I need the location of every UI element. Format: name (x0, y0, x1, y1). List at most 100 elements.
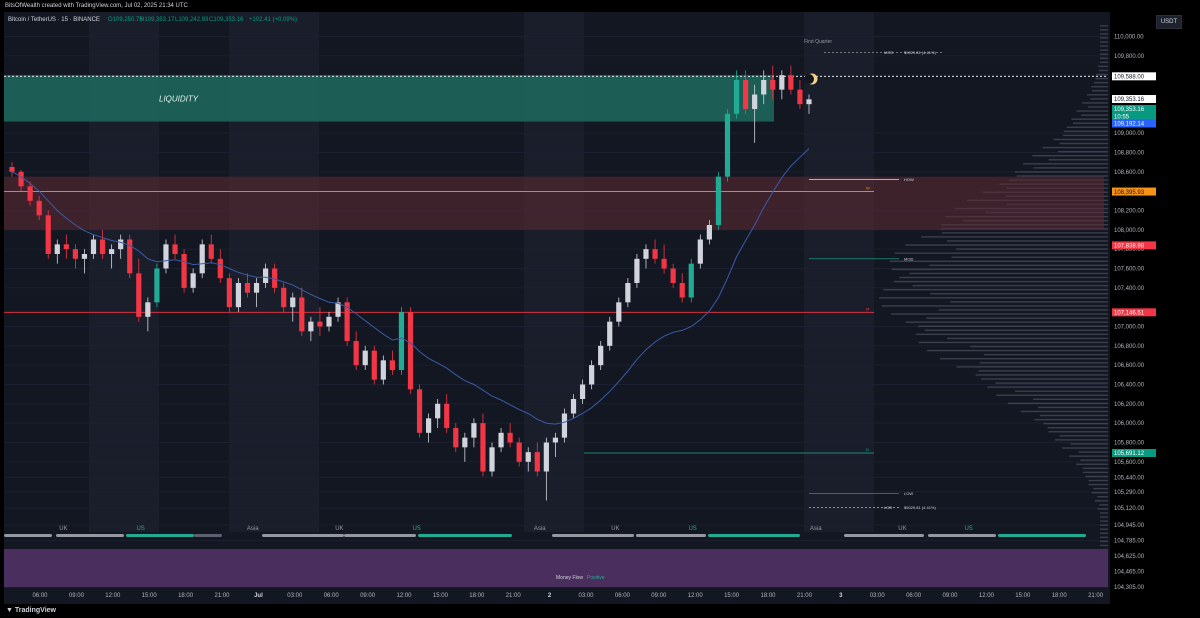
x-tick-label: 09:00 (651, 593, 667, 599)
price-badge (1112, 95, 1156, 104)
x-tick-label: 21:00 (1088, 593, 1104, 599)
candle-body (489, 447, 495, 472)
currency-button[interactable]: USDT (1156, 15, 1182, 29)
volume-profile-bar (1082, 471, 1108, 474)
volume-profile-bar (1066, 126, 1108, 128)
money-flow-value: Positive (587, 575, 605, 581)
candle (598, 340, 604, 370)
candle (54, 239, 60, 264)
candle-body (398, 311, 405, 370)
candle-body (679, 282, 685, 298)
volume-profile-bar (905, 244, 1108, 246)
volume-profile-bar (1100, 45, 1108, 47)
volume-profile-bar (1048, 431, 1108, 433)
candle (779, 70, 785, 100)
x-tick-label: 06:00 (615, 593, 631, 599)
candle (63, 234, 69, 259)
volume-profile-bar (890, 313, 1108, 315)
session-label: US (688, 526, 696, 532)
candle-body (806, 99, 812, 105)
volume-profile-bar (951, 256, 1108, 258)
volume-profile-bar (926, 317, 1108, 319)
session-bar (552, 534, 634, 537)
candle (679, 273, 685, 303)
price-badge (1112, 104, 1156, 113)
candle-body (480, 423, 486, 472)
volume-profile-bar (1085, 475, 1108, 478)
volume-profile-bar (915, 333, 1108, 336)
candle (326, 311, 332, 332)
chart-annotation: First Quarter (804, 39, 832, 45)
volume-profile-bar (978, 370, 1108, 372)
volume-profile-bar (1042, 146, 1108, 149)
x-tick-label: 15:00 (433, 593, 449, 599)
candle (27, 181, 33, 206)
volume-profile-bar (987, 386, 1108, 388)
candle (45, 210, 51, 259)
candle (272, 263, 278, 293)
candle (190, 268, 196, 293)
volume-profile-bar (1063, 130, 1108, 133)
price-badge-label: 10:55 (1114, 114, 1130, 120)
candle-body (498, 432, 504, 448)
volume-profile-bar (1100, 29, 1108, 31)
volume-profile-bar (1054, 439, 1108, 441)
candle (652, 239, 658, 264)
candle-body (281, 287, 287, 308)
candle-body (426, 418, 432, 433)
session-label: US (964, 526, 972, 532)
y-tick-label: 106,800.00 (1114, 344, 1145, 350)
volume-profile-bar (929, 264, 1108, 267)
y-tick-label: 108,200.00 (1114, 208, 1145, 214)
candle-body (262, 268, 269, 283)
candle (244, 273, 251, 298)
candle-body (598, 345, 604, 366)
y-tick-label: 109,000.00 (1114, 131, 1145, 137)
volume-profile-bar (1007, 402, 1108, 405)
session-label: UK (59, 526, 67, 532)
chart-area[interactable]: LIQUIDITYJAN HIGHWMDFirst QuarterMOD$902… (4, 12, 1156, 604)
candle-body (9, 166, 15, 172)
volume-profile-bar (1069, 455, 1108, 457)
price-chart[interactable]: LIQUIDITYJAN HIGHWMDFirst QuarterMOD$902… (4, 12, 1156, 604)
volume-profile-bar (1081, 102, 1108, 104)
volume-profile-bar (1080, 459, 1108, 461)
candle (127, 234, 133, 279)
candle-body (63, 244, 69, 250)
x-tick-label: 03:00 (578, 593, 594, 599)
volume-profile-bar (930, 293, 1108, 295)
session-label: US (412, 526, 420, 532)
volume-profile-bar (1016, 175, 1108, 177)
candle-body (217, 258, 223, 279)
candle-body (299, 297, 305, 332)
candle-body (36, 200, 42, 216)
candle-body (290, 297, 296, 308)
price-badge (1112, 308, 1156, 317)
candle-body (335, 302, 341, 317)
candle-body (18, 171, 24, 187)
tradingview-logo: ▼ TradingView (0, 607, 56, 614)
candle-body (715, 176, 722, 225)
candle (453, 423, 459, 453)
price-badge (1112, 241, 1156, 250)
x-tick-label: 15:00 (142, 593, 158, 599)
level-label: D (866, 447, 869, 452)
volume-profile-bar (947, 240, 1108, 242)
candle (109, 244, 115, 269)
volume-profile-bar (879, 297, 1108, 299)
session-label: UK (335, 526, 343, 532)
volume-profile-bar (1057, 150, 1108, 153)
candle (561, 408, 568, 443)
x-tick-label: 18:00 (178, 593, 194, 599)
candle (281, 282, 287, 312)
candle-body (272, 268, 278, 288)
price-badge (1112, 449, 1156, 458)
legend-close: C109,353.16 (209, 17, 244, 23)
candle (643, 244, 649, 269)
session-bar (844, 534, 924, 537)
volume-profile-bar (1071, 118, 1108, 120)
tradingview-logo-text: TradingView (14, 607, 56, 614)
session-bar (636, 534, 706, 537)
candle (335, 297, 341, 322)
